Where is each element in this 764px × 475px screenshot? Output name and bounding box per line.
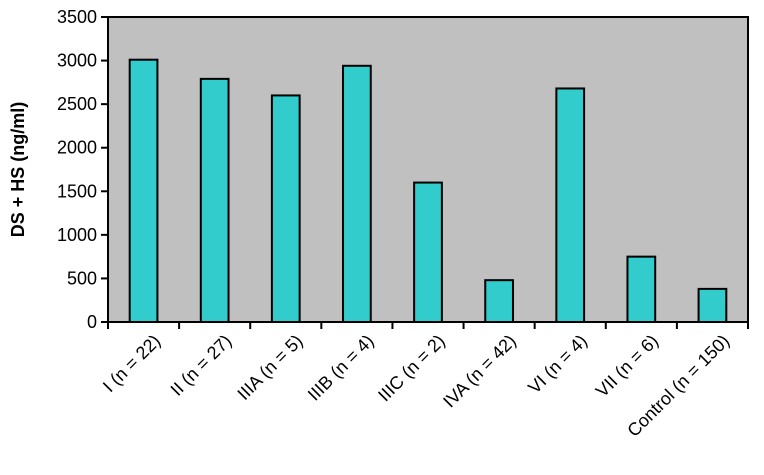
bar bbox=[484, 279, 514, 323]
bar bbox=[555, 87, 586, 324]
y-tick-label: 2000 bbox=[57, 138, 97, 158]
bar bbox=[342, 64, 372, 324]
x-category-label: IIIB (n = 4) bbox=[304, 331, 378, 405]
bar bbox=[626, 255, 657, 323]
bar bbox=[697, 287, 728, 323]
bar bbox=[128, 58, 159, 323]
x-category-label: II (n = 27) bbox=[167, 331, 236, 400]
y-axis-ticks: 0 500 1000 1500 2000 2500 3000 3500 bbox=[57, 7, 108, 332]
bar bbox=[270, 94, 301, 323]
y-axis-title: DS + HS (ng/ml) bbox=[8, 102, 28, 238]
x-category-label: IIIA (n = 5) bbox=[233, 331, 306, 404]
x-category-label: IVA (n = 42) bbox=[439, 331, 520, 412]
x-category-label: IIIC (n = 2) bbox=[374, 331, 449, 406]
y-tick-label: 1500 bbox=[57, 181, 97, 201]
bar bbox=[199, 77, 230, 323]
x-category-label: VI (n = 4) bbox=[524, 331, 591, 398]
y-tick-label: 500 bbox=[67, 268, 97, 288]
bars bbox=[128, 58, 728, 324]
x-category-label: VII (n = 6) bbox=[592, 331, 662, 401]
y-tick-label: 3000 bbox=[57, 51, 97, 71]
y-tick-label: 2500 bbox=[57, 94, 97, 114]
bar bbox=[413, 181, 443, 323]
y-tick-label: 1000 bbox=[57, 225, 97, 245]
x-axis-labels: I (n = 22) II (n = 27)IIIA (n = 5)IIIB (n… bbox=[99, 322, 749, 441]
y-tick-label: 3500 bbox=[57, 7, 97, 27]
x-category-label: I (n = 22) bbox=[99, 331, 164, 396]
y-tick-label: 0 bbox=[87, 312, 97, 332]
